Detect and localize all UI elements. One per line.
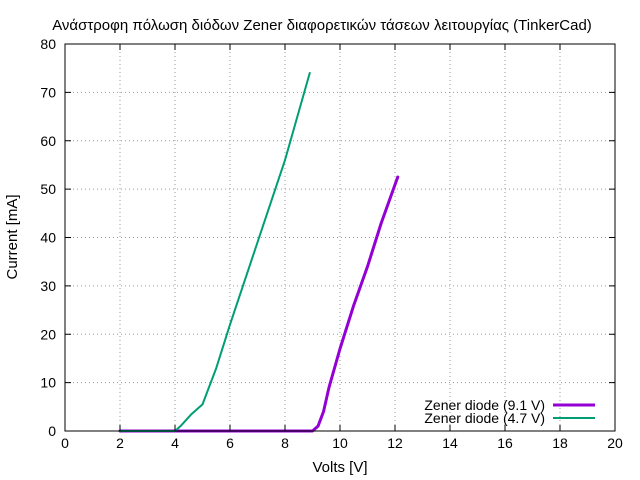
y-tick-label: 40 bbox=[40, 230, 56, 246]
x-tick-label: 6 bbox=[226, 435, 234, 451]
axis-ticks: 0 2 4 6 8 10 12 14 16 18 20 0 10 20 30 40 50 60 70 80 bbox=[40, 36, 623, 451]
x-tick-label: 12 bbox=[387, 435, 403, 451]
grid-lines bbox=[65, 44, 615, 431]
x-tick-label: 14 bbox=[442, 435, 458, 451]
legend-label-2: Zener diode (4.7 V) bbox=[424, 410, 545, 426]
x-axis-title: Volts [V] bbox=[312, 459, 367, 476]
series-layer bbox=[118, 72, 400, 433]
x-tick-label: 18 bbox=[552, 435, 568, 451]
x-tick-label: 8 bbox=[281, 435, 289, 451]
y-tick-label: 10 bbox=[40, 375, 56, 391]
y-tick-label: 30 bbox=[40, 278, 56, 294]
legend: Zener diode (9.1 V)Zener diode (4.7 V) bbox=[424, 397, 595, 426]
y-tick-label: 50 bbox=[40, 181, 56, 197]
y-tick-label: 80 bbox=[40, 36, 56, 52]
x-tick-label: 10 bbox=[332, 435, 348, 451]
x-tick-label: 16 bbox=[497, 435, 513, 451]
y-tick-label: 60 bbox=[40, 133, 56, 149]
y-tick-label: 0 bbox=[48, 423, 56, 439]
series-line-2 bbox=[119, 72, 311, 432]
x-tick-label: 4 bbox=[171, 435, 179, 451]
chart-title: Ανάστροφη πόλωση διόδων Zener διαφορετικ… bbox=[52, 17, 592, 34]
legend-label-1: Zener diode (9.1 V) bbox=[424, 397, 545, 413]
series-line-1 bbox=[118, 175, 400, 433]
x-tick-label: 20 bbox=[607, 435, 623, 451]
x-tick-label: 2 bbox=[116, 435, 124, 451]
x-tick-label: 0 bbox=[61, 435, 69, 451]
y-tick-label: 20 bbox=[40, 326, 56, 342]
y-tick-label: 70 bbox=[40, 84, 56, 100]
y-axis-title: Current [mA] bbox=[4, 194, 21, 279]
